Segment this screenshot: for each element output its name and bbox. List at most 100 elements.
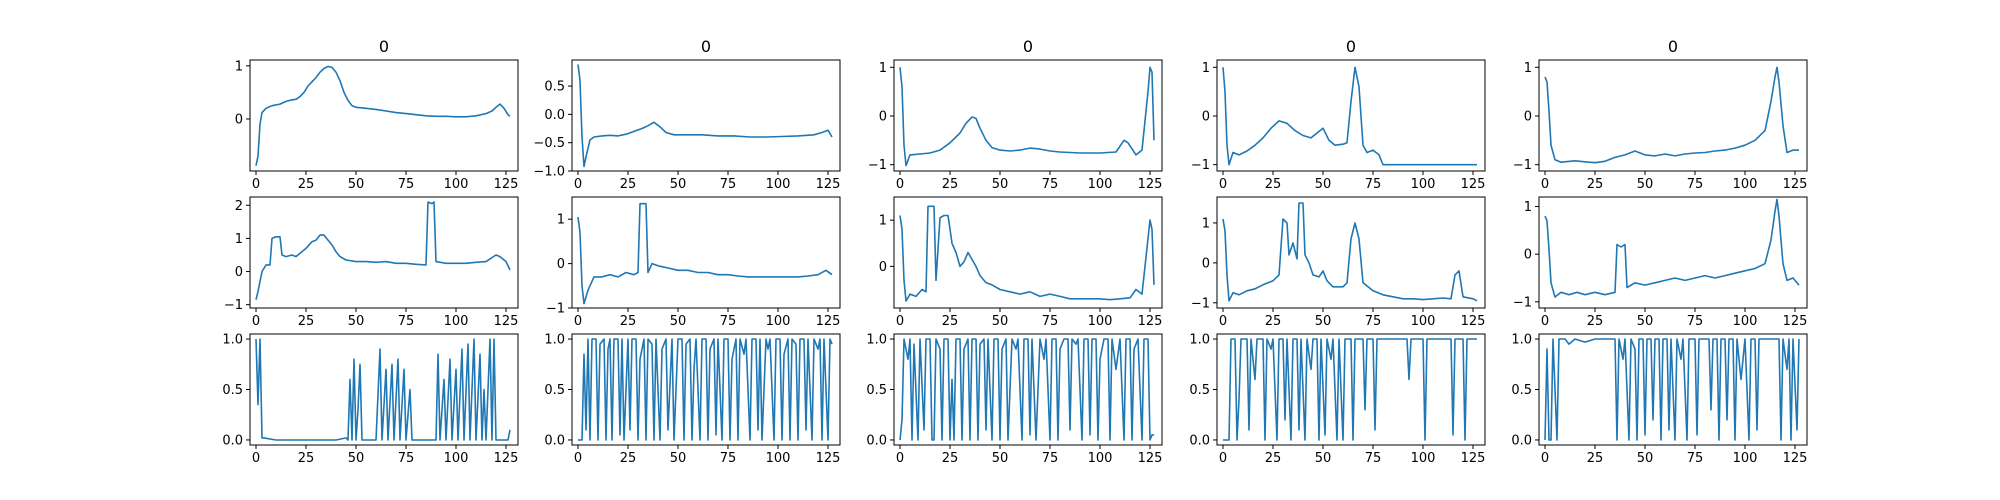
x-tick-label: 100 bbox=[766, 177, 791, 192]
x-tick-label: 0 bbox=[574, 177, 582, 192]
y-tick-label: 0.0 bbox=[866, 433, 887, 448]
subplot-r0-c3: 0 25 50 75 100 125 −1 0 1 bbox=[1191, 59, 1486, 192]
x-tick-label: 0 bbox=[574, 451, 582, 466]
x-tick-label: 100 bbox=[444, 451, 469, 466]
subplot-r1-c0: 0 25 50 75 100 125 −1 0 1 2 bbox=[224, 196, 519, 329]
x-tick-label: 50 bbox=[348, 451, 365, 466]
col-title-2: 0 bbox=[1023, 37, 1033, 56]
y-tick-label: 0 bbox=[557, 257, 565, 272]
subplot-r1-c4: 0 25 50 75 100 125 −1 0 1 bbox=[1513, 196, 1808, 329]
y-tick-label: 0.0 bbox=[544, 108, 565, 123]
x-tick-label: 125 bbox=[1783, 177, 1808, 192]
x-tick-label: 50 bbox=[1315, 314, 1332, 329]
y-tick-label: −1 bbox=[546, 302, 565, 317]
y-tick-label: 1 bbox=[557, 213, 565, 228]
y-tick-label: 0.5 bbox=[1511, 383, 1532, 398]
x-tick-label: 50 bbox=[348, 314, 365, 329]
x-tick-label: 0 bbox=[896, 314, 904, 329]
y-tick-label: 1.0 bbox=[866, 333, 887, 348]
x-tick-label: 100 bbox=[1088, 451, 1113, 466]
subplot-r2-c1: 0 25 50 75 100 125 0.0 0.5 1.0 bbox=[544, 333, 841, 466]
x-tick-label: 0 bbox=[252, 177, 260, 192]
x-tick-label: 25 bbox=[298, 451, 315, 466]
series-line bbox=[577, 64, 833, 168]
x-tick-label: 75 bbox=[720, 451, 737, 466]
y-tick-label: 1 bbox=[235, 232, 243, 247]
y-tick-label: 0 bbox=[1524, 109, 1532, 124]
y-tick-label: 0.5 bbox=[866, 383, 887, 398]
x-tick-label: 50 bbox=[348, 177, 365, 192]
y-tick-label: 1 bbox=[235, 59, 243, 74]
x-tick-label: 50 bbox=[992, 451, 1009, 466]
y-tick-label: 1 bbox=[879, 214, 887, 229]
series-line bbox=[577, 202, 833, 305]
subplot-r1-c1: 0 25 50 75 100 125 −1 0 1 bbox=[546, 196, 841, 329]
series-line bbox=[899, 66, 1155, 167]
series-line bbox=[578, 338, 833, 441]
x-tick-label: 100 bbox=[766, 314, 791, 329]
x-tick-label: 75 bbox=[720, 314, 737, 329]
x-tick-label: 25 bbox=[942, 314, 959, 329]
series-line bbox=[255, 65, 511, 166]
x-tick-label: 0 bbox=[1219, 314, 1227, 329]
x-tick-label: 25 bbox=[298, 177, 315, 192]
x-tick-label: 50 bbox=[1315, 177, 1332, 192]
x-tick-label: 25 bbox=[942, 177, 959, 192]
y-tick-label: 1 bbox=[1524, 61, 1532, 76]
y-tick-label: 1.0 bbox=[1189, 333, 1210, 348]
x-tick-label: 0 bbox=[1219, 177, 1227, 192]
x-tick-label: 125 bbox=[1138, 314, 1163, 329]
x-tick-label: 25 bbox=[942, 451, 959, 466]
x-tick-label: 25 bbox=[620, 451, 637, 466]
x-tick-label: 125 bbox=[1138, 177, 1163, 192]
x-tick-label: 75 bbox=[398, 451, 415, 466]
y-tick-label: −1.0 bbox=[533, 165, 565, 180]
series-line bbox=[255, 338, 511, 441]
subplot-r0-c4: 0 25 50 75 100 125 −1 0 1 bbox=[1513, 59, 1808, 192]
axes-frame bbox=[1538, 196, 1808, 309]
axes-frame bbox=[571, 196, 841, 309]
y-tick-label: −1 bbox=[1191, 158, 1210, 173]
subplot-r2-c4: 0 25 50 75 100 125 0.0 0.5 1.0 bbox=[1511, 333, 1808, 466]
y-tick-label: −1 bbox=[1513, 295, 1532, 310]
y-tick-label: 0 bbox=[1202, 109, 1210, 124]
y-tick-label: 0.5 bbox=[222, 383, 243, 398]
y-tick-label: −1 bbox=[224, 298, 243, 313]
y-tick-label: 0.5 bbox=[544, 80, 565, 95]
x-tick-label: 0 bbox=[252, 314, 260, 329]
y-tick-label: 1 bbox=[1202, 61, 1210, 76]
x-tick-label: 125 bbox=[494, 451, 519, 466]
x-tick-label: 25 bbox=[620, 314, 637, 329]
x-tick-label: 125 bbox=[1461, 177, 1486, 192]
y-tick-label: 0 bbox=[1202, 256, 1210, 271]
series-line bbox=[1222, 66, 1477, 166]
x-tick-label: 75 bbox=[398, 177, 415, 192]
x-tick-label: 100 bbox=[444, 314, 469, 329]
axes-frame bbox=[1216, 196, 1486, 309]
x-tick-label: 0 bbox=[574, 314, 582, 329]
col-title-1: 0 bbox=[701, 37, 711, 56]
axes-frame bbox=[571, 59, 841, 172]
y-tick-label: 0.0 bbox=[1511, 433, 1532, 448]
y-tick-label: 1 bbox=[879, 61, 887, 76]
series-line bbox=[1222, 202, 1478, 302]
x-tick-label: 100 bbox=[1088, 177, 1113, 192]
x-tick-label: 125 bbox=[1783, 451, 1808, 466]
y-tick-label: 0 bbox=[1524, 248, 1532, 263]
x-tick-label: 125 bbox=[1138, 451, 1163, 466]
y-tick-label: 1 bbox=[1524, 200, 1532, 215]
x-tick-label: 25 bbox=[1265, 314, 1282, 329]
y-tick-label: 0 bbox=[879, 109, 887, 124]
subplot-r2-c3: 0 25 50 75 100 125 0.0 0.5 1.0 bbox=[1189, 333, 1486, 466]
x-tick-label: 75 bbox=[1365, 177, 1382, 192]
x-tick-label: 125 bbox=[494, 314, 519, 329]
x-tick-label: 0 bbox=[252, 451, 260, 466]
col-title-4: 0 bbox=[1668, 37, 1678, 56]
x-tick-label: 25 bbox=[298, 314, 315, 329]
series-line bbox=[255, 201, 511, 300]
series-line bbox=[899, 205, 1155, 302]
x-tick-label: 75 bbox=[1687, 451, 1704, 466]
series-line bbox=[899, 338, 1154, 441]
